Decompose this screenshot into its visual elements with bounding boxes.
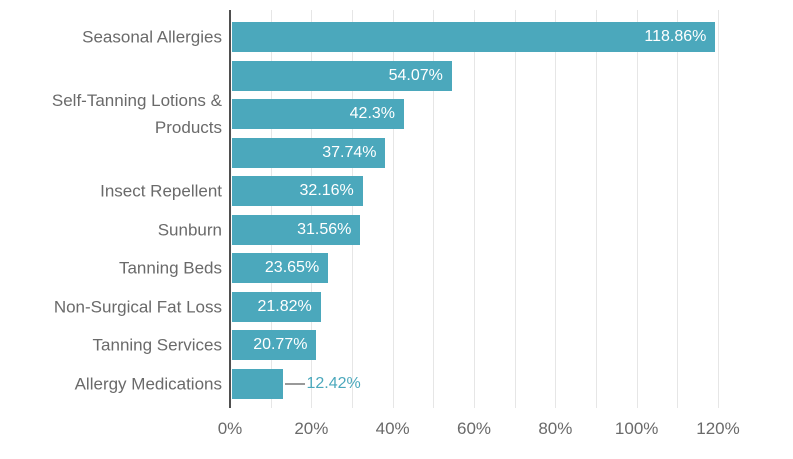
category-label: Allergy Medications [74,374,222,393]
x-tick-label: 0% [217,419,243,438]
x-tick-label: 40% [375,419,410,438]
bar-value-label: 37.74% [322,143,377,161]
gridline-70pct [514,10,516,408]
leader-line [284,382,305,385]
bar-sunburn[interactable]: 31.56% [232,214,361,245]
bar-row: 31.56% [230,211,753,249]
category-label: Seasonal Allergies [82,27,222,47]
bar-value-label: 32.16% [299,182,354,199]
bar-row-2[interactable]: 54.07% [232,60,452,91]
bar-non-surgical-fat-loss[interactable]: 21.82% [232,291,321,322]
bar-seasonal-allergies[interactable]: 118.86% [232,22,716,52]
bar-tanning-beds[interactable]: 23.65% [232,253,329,283]
bar-value-label: 23.65% [264,259,320,276]
gridline-40pct [392,10,394,408]
bar-value-label: 20.77% [253,336,308,353]
gridline-110pct [677,10,679,408]
x-tick-label: 100% [614,419,659,438]
gridline-80pct [555,10,557,408]
gridline-50pct [433,10,435,408]
bar-value-label: 118.86% [644,28,707,45]
x-tick-label: 60% [456,419,492,438]
bar-value-label: 31.56% [297,220,352,238]
bar-tanning-services[interactable]: 20.77% [232,330,317,360]
gridline-30pct [352,10,353,408]
x-tick-label: 80% [538,419,573,438]
gridline-90pct [596,10,597,408]
bar-value-label: 12.42% [306,374,361,392]
bar-value-label: 42.3% [349,105,396,122]
bar-row-4[interactable]: 37.74% [232,137,386,168]
gridline-10pct [270,10,272,408]
category-label: Non-Surgical Fat Loss [53,297,222,316]
x-tick-label: 20% [294,419,329,438]
bar-row: 21.82% [230,288,753,326]
x-tick-label: 120% [696,419,740,438]
category-label: Self-Tanning Lotions & Products [51,91,222,137]
category-label: Insect Repellent [100,181,222,201]
bar-row: 32.16% [230,172,753,210]
gridline-100pct [636,10,638,408]
bar-row: 23.65% [230,249,753,287]
category-label: Tanning Services [92,335,222,355]
gridline-60pct [474,10,475,408]
bar-value-label: 54.07% [388,66,443,84]
bar-row: 20.77% [230,326,753,364]
bar-insect-repellent[interactable]: 32.16% [232,176,363,206]
bar-row: 12.42% [230,365,753,403]
gridline-20pct [311,10,313,408]
category-label: Tanning Beds [118,258,222,278]
category-label: Sunburn [157,220,222,239]
bar-row: 42.3% [230,95,753,133]
bar-row: 54.07% [230,57,753,95]
gridline-120pct [718,10,719,408]
bar-self-tanning-lotions-products[interactable]: 42.3% [232,99,405,129]
bar-row: 118.86% [230,18,753,56]
bar-row: 37.74% [230,134,753,172]
y-axis-line [229,10,231,408]
plot-area: 118.86% 54.07% 42.3% 37.74% 32.16% 31.56% 23.6… [230,10,753,408]
bar-allergy-medications[interactable] [232,368,283,399]
bar-value-label: 21.82% [257,297,312,315]
